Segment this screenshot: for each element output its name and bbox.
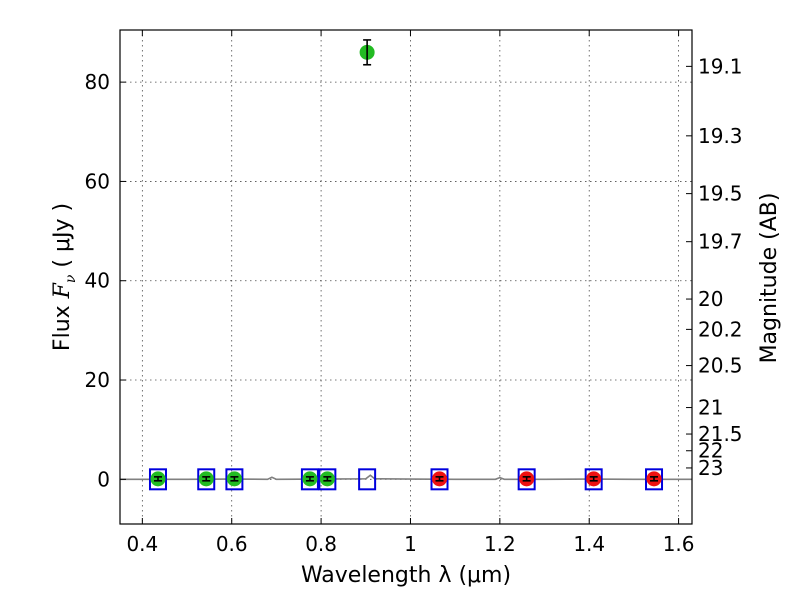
y-tick-label: 20: [85, 368, 110, 392]
model-photometry-square: [300, 468, 319, 491]
x-tick-label: 0.8: [305, 532, 337, 556]
x-tick-label: 1.6: [663, 532, 695, 556]
y-tick-label: 60: [85, 169, 110, 193]
y-tick-label: 0: [97, 467, 110, 491]
plot-frame: [119, 29, 693, 525]
y-axis-label-prefix: Flux: [50, 298, 75, 351]
magnitude-tick-label: 21.5: [698, 422, 743, 446]
y-axis-label: Flux Fν ( μJy ): [50, 203, 79, 351]
ticks-layer: 0.4 0.6 0.8 1 1.2 1.4 1.6 0 20 40 60 80 19.1 19.3 19.5…: [85, 30, 743, 556]
magnitude-tick-label: 20.2: [698, 317, 743, 341]
x-axis-label: Wavelength λ (μm): [301, 563, 511, 588]
points-layer: [148, 39, 664, 491]
magnitude-tick-label: 19.5: [698, 182, 743, 206]
magnitude-tick-label: 22: [698, 439, 723, 463]
y-axis-label-symbol: F: [50, 282, 75, 299]
grid-layer: [120, 30, 692, 524]
x-tick-label: 0.6: [216, 532, 248, 556]
magnitude-tick-label: 23: [698, 456, 723, 480]
y-tick-label: 80: [85, 70, 110, 94]
model-photometry-square: [148, 468, 167, 491]
model-photometry-square: [318, 468, 337, 491]
magnitude-tick-label: 20.5: [698, 354, 743, 378]
y-tick-label: 40: [85, 269, 110, 293]
x-tick-label: 1.2: [484, 532, 516, 556]
magnitude-tick-label: 21: [698, 396, 723, 420]
model-photometry-square: [645, 468, 664, 491]
y-axis-label-suffix: ( μJy ): [50, 203, 75, 275]
magnitude-tick-label: 19.1: [698, 54, 743, 78]
magnitude-tick-label: 19.7: [698, 230, 743, 254]
model-photometry-square: [517, 468, 536, 491]
x-tick-label: 1: [404, 532, 417, 556]
model-photometry-square: [358, 468, 377, 491]
y-axis-label-subscript: ν: [63, 274, 79, 283]
x-tick-label: 0.4: [126, 532, 158, 556]
model-photometry-square: [584, 468, 603, 491]
x-tick-label: 1.4: [573, 532, 605, 556]
model-photometry-square: [430, 468, 449, 491]
magnitude-tick-label: 20: [698, 287, 723, 311]
magnitude-tick-label: 19.3: [698, 124, 743, 148]
magnitude-axis-label: Magnitude (AB): [757, 193, 782, 364]
model-photometry-square: [225, 468, 244, 491]
model-photometry-square: [197, 468, 216, 491]
